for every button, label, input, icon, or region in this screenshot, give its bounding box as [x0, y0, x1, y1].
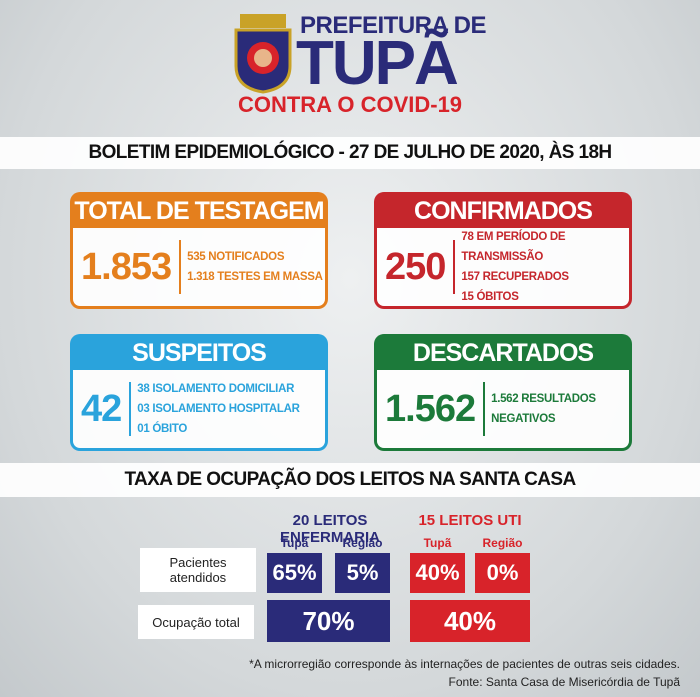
- detail: 01 ÓBITO: [137, 423, 188, 435]
- detail: 1.318 TESTES EM MASSA: [187, 271, 323, 283]
- value-cell: 40%: [410, 553, 465, 593]
- card-title: SUSPEITOS: [70, 334, 328, 370]
- card-body: 1.562 1.562 RESULTADOS NEGATIVOS: [374, 370, 632, 451]
- card-body: 250 78 EM PERÍODO DE TRANSMISSÃO 157 RECUP…: [374, 228, 632, 309]
- card-title: CONFIRMADOS: [374, 192, 632, 228]
- card-total: 42: [73, 382, 132, 436]
- card-details: 1.562 RESULTADOS NEGATIVOS: [485, 389, 629, 429]
- column-label: Tupã: [280, 536, 309, 550]
- header-name: TUPÃ: [296, 29, 459, 98]
- column-label: Região: [482, 536, 523, 550]
- detail: 1.562 RESULTADOS NEGATIVOS: [491, 393, 596, 425]
- coat-of-arms: [234, 14, 292, 94]
- detail: 15 ÓBITOS: [461, 291, 519, 303]
- card: CONFIRMADOS 250 78 EM PERÍODO DE TRANSMISS…: [374, 192, 632, 309]
- card-title: TOTAL DE TESTAGEM: [70, 192, 328, 228]
- detail: 78 EM PERÍODO DE TRANSMISSÃO: [461, 231, 566, 263]
- card-total: 1.853: [73, 240, 182, 294]
- campaign: CONTRA O COVID-19: [237, 92, 463, 117]
- card-body: 42 38 ISOLAMENTO DOMICILIAR 03 ISOLAMENTO …: [70, 370, 328, 451]
- card: TOTAL DE TESTAGEM 1.853 535 NOTIFICADOS 1.3…: [70, 192, 328, 309]
- card-total: 1.562: [377, 382, 486, 436]
- value-cell: 70%: [267, 600, 390, 642]
- occupancy-title: TAXA DE OCUPAÇÃO DOS LEITOS NA SANTA CAS…: [0, 463, 700, 497]
- row-label: Ocupação total: [138, 605, 254, 639]
- value-cell: 0%: [475, 553, 530, 593]
- detail: 03 ISOLAMENTO HOSPITALAR: [137, 403, 300, 415]
- detail: 157 RECUPERADOS: [461, 271, 569, 283]
- group-title: 20 LEITOS ENFERMARIA: [280, 512, 380, 546]
- detail: 535 NOTIFICADOS: [187, 251, 285, 263]
- card-total: 250: [377, 240, 456, 294]
- card-details: 535 NOTIFICADOS 1.318 TESTES EM MASSA: [181, 247, 323, 287]
- source: Fonte: Santa Casa de Misericórdia de Tup…: [448, 675, 680, 689]
- value-cell: 40%: [410, 600, 530, 642]
- header-top: PREFEITURA DE: [300, 12, 486, 39]
- row-label: Pacientes atendidos: [140, 548, 256, 592]
- card-title: DESCARTADOS: [374, 334, 632, 370]
- card-details: 38 ISOLAMENTO DOMICILIAR 03 ISOLAMENTO HO…: [131, 379, 300, 439]
- card-body: 1.853 535 NOTIFICADOS 1.318 TESTES EM MASS…: [70, 228, 328, 309]
- footnote: *A microrregião corresponde às internaçõ…: [249, 657, 680, 671]
- group-title: 15 LEITOS UTI: [418, 512, 522, 529]
- column-label: Tupã: [423, 536, 452, 550]
- value-cell: 5%: [335, 553, 390, 593]
- bulletin: BOLETIM EPIDEMIOLÓGICO - 27 DE JULHO DE …: [0, 137, 700, 169]
- column-label: Região: [342, 536, 383, 550]
- card-details: 78 EM PERÍODO DE TRANSMISSÃO 157 RECUPERA…: [455, 227, 629, 307]
- value-cell: 65%: [267, 553, 322, 593]
- card: SUSPEITOS 42 38 ISOLAMENTO DOMICILIAR 03 IS…: [70, 334, 328, 451]
- card: DESCARTADOS 1.562 1.562 RESULTADOS NEGATIV…: [374, 334, 632, 451]
- detail: 38 ISOLAMENTO DOMICILIAR: [137, 383, 295, 395]
